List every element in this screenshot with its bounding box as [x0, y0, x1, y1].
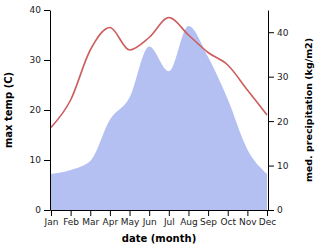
tick: 0: [268, 205, 283, 215]
tick-label: 20: [30, 105, 42, 115]
tick-label: 40: [277, 28, 289, 38]
tick-mark: [51, 210, 52, 216]
tick-mark: [110, 210, 111, 216]
tick: Mar: [82, 210, 99, 227]
tick: 0: [35, 205, 50, 215]
tick: 40: [268, 28, 289, 38]
y2-axis-title: med. precipitation (kg/m2): [303, 38, 314, 182]
tick: Dec: [259, 210, 276, 227]
precipitation-area: [51, 26, 267, 210]
tick-mark: [44, 10, 50, 11]
plot-area: JanFebMarAprMayJunJulAugSepOctNovDec0102…: [30, 5, 289, 227]
tick-mark: [90, 210, 91, 216]
tick: Nov: [239, 210, 257, 227]
tick-label: 0: [35, 205, 41, 215]
tick-label: 30: [30, 55, 42, 65]
tick: 40: [30, 5, 50, 15]
tick-mark: [188, 210, 189, 216]
tick: Jun: [142, 210, 157, 227]
tick: Oct: [220, 210, 236, 227]
chart: JanFebMarAprMayJunJulAugSepOctNovDec0102…: [0, 0, 318, 247]
tick-label: 10: [30, 155, 42, 165]
tick-mark: [130, 210, 131, 216]
y-axis: 0 10 20 30 40: [30, 5, 51, 215]
tick-label: Jan: [44, 217, 59, 227]
tick-mark: [228, 210, 229, 216]
tick: Sep: [200, 210, 217, 227]
tick-mark: [247, 210, 248, 216]
tick-mark: [268, 32, 274, 33]
tick-mark: [268, 121, 274, 122]
y2-axis-line: [268, 11, 269, 211]
tick-label: 10: [277, 161, 289, 171]
tick-mark: [268, 166, 274, 167]
tick-mark: [169, 210, 170, 216]
y2-axis: 0 10 20 30 40: [268, 11, 289, 216]
marks: [51, 18, 267, 211]
tick: Feb: [63, 210, 79, 227]
tick: 30: [30, 55, 50, 65]
x-axis: Jan FebMar AprMayJun Jul AugSepOctNovDec: [44, 210, 277, 227]
tick-label: Oct: [220, 217, 236, 227]
tick-mark: [267, 210, 268, 216]
y-axis-line: [50, 11, 51, 211]
tick-label: May: [121, 217, 140, 227]
x-axis-line: [51, 210, 269, 211]
tick-label: 40: [30, 5, 42, 15]
tick-mark: [268, 210, 274, 211]
tick-label: 0: [277, 205, 283, 215]
tick-label: Aug: [180, 217, 198, 227]
tick-label: Mar: [82, 217, 99, 227]
tick-mark: [44, 110, 50, 111]
tick-mark: [44, 160, 50, 161]
tick: Apr: [103, 210, 119, 227]
tick-label: 20: [277, 116, 289, 126]
tick: 20: [268, 116, 289, 126]
tick-label: Nov: [239, 217, 257, 227]
tick-label: Jul: [163, 217, 175, 227]
tick-mark: [44, 210, 50, 211]
tick-mark: [268, 77, 274, 78]
tick-mark: [44, 60, 50, 61]
tick-mark: [149, 210, 150, 216]
tick: 10: [30, 155, 50, 165]
x-axis-title: date (month): [122, 233, 196, 244]
tick: 30: [268, 72, 289, 82]
temperature-line: [51, 18, 267, 128]
tick-label: Apr: [103, 217, 119, 227]
tick: 20: [30, 105, 50, 115]
tick: Aug: [180, 210, 198, 227]
tick: Jul: [163, 210, 175, 227]
tick-label: Sep: [200, 217, 217, 227]
tick-mark: [71, 210, 72, 216]
tick: Jan: [44, 210, 59, 227]
tick-label: Jun: [142, 217, 157, 227]
tick-mark: [208, 210, 209, 216]
y-axis-title: max temp (C): [3, 72, 14, 148]
tick-label: 30: [277, 72, 289, 82]
tick-label: Dec: [259, 217, 276, 227]
tick: May: [121, 210, 140, 227]
tick-label: Feb: [63, 217, 79, 227]
tick: 10: [268, 161, 289, 171]
